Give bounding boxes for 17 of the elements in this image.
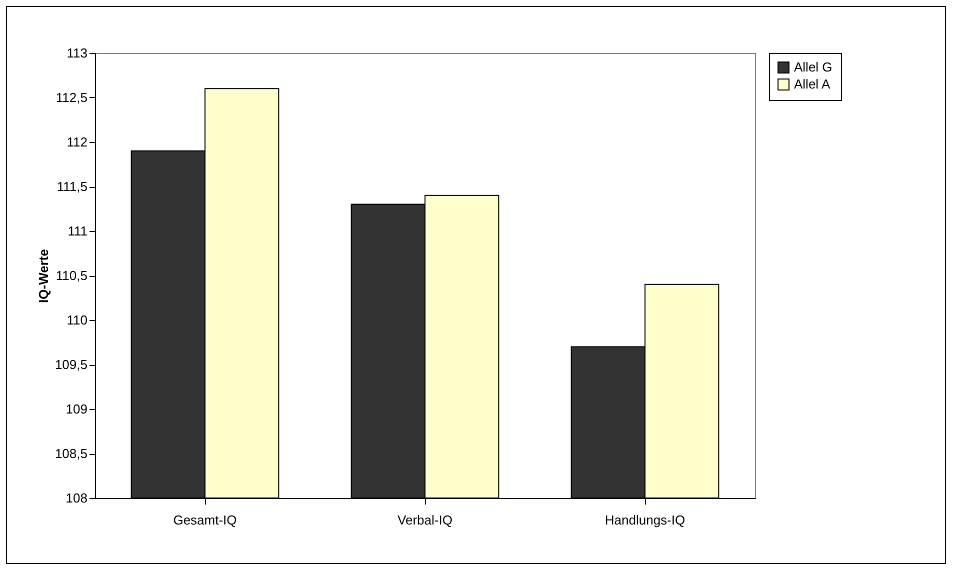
y-tick-label: 109,5 — [54, 357, 88, 372]
y-axis-title: IQ-Werte — [36, 249, 51, 303]
y-tick-label: 111,5 — [56, 179, 88, 194]
legend-label: Allel G — [794, 60, 832, 74]
legend-label: Allel A — [794, 76, 830, 92]
y-tick-label: 110,5 — [56, 268, 88, 283]
x-tick-label: Handlungs-IQ — [604, 512, 686, 528]
y-tick-label: 111 — [68, 224, 88, 238]
y-tick-label: 112,5 — [56, 90, 88, 105]
y-tick-label: 108,5 — [54, 446, 88, 461]
y-tick-label: 112 — [66, 134, 88, 150]
y-tick-label: 109 — [66, 402, 88, 416]
y-tick-label: 108 — [66, 490, 88, 506]
x-tick-label: Gesamt-IQ — [173, 512, 237, 528]
x-tick-label: Verbal-IQ — [398, 512, 452, 528]
y-tick-label: 110 — [66, 312, 88, 328]
y-tick-label: 113 — [66, 46, 88, 60]
